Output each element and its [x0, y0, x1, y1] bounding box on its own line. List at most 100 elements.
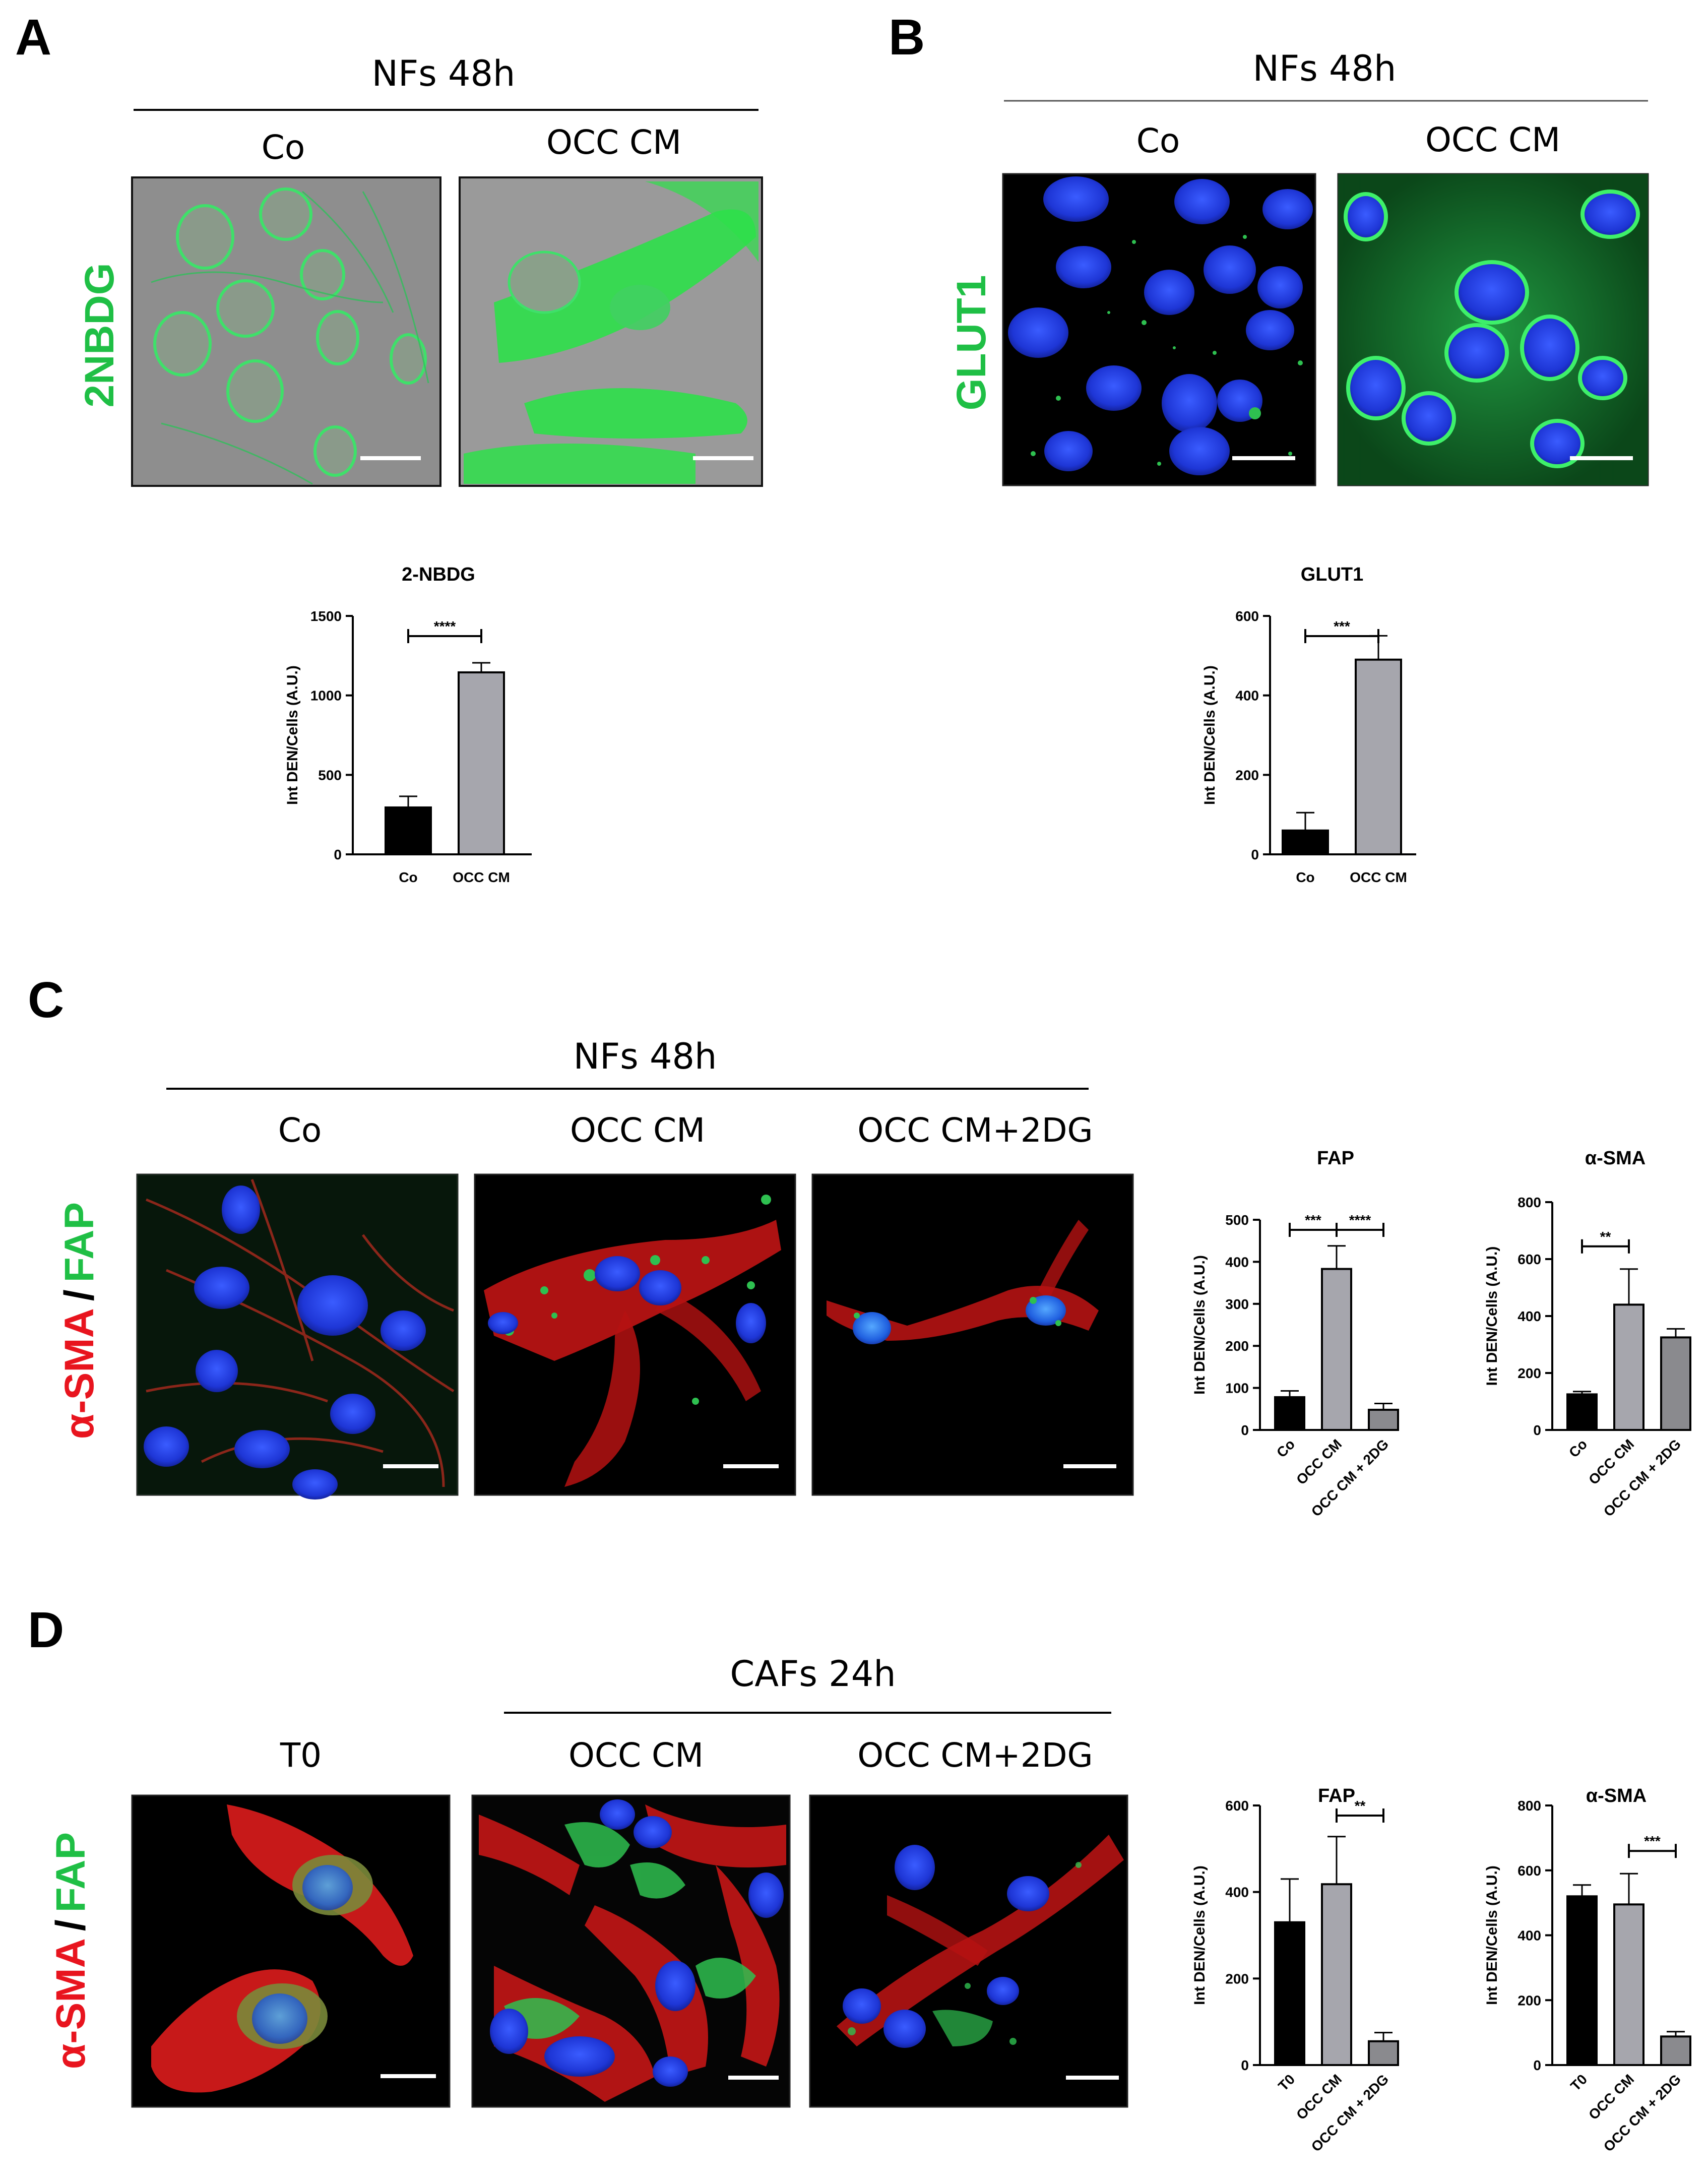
panel-a-cond-1: Co: [262, 128, 305, 167]
panel-d-stain-green: FAP: [48, 1832, 94, 1912]
significance-label: ***: [1644, 1833, 1661, 1849]
y-tick-label: 200: [1235, 767, 1259, 783]
x-tick-label: Co: [1274, 1436, 1298, 1460]
panel-a-stain-label: 2NBDG: [77, 263, 122, 407]
y-tick-label: 800: [1517, 1195, 1541, 1210]
x-tick-label: T0: [1275, 2071, 1298, 2094]
y-tick-label: 500: [318, 767, 342, 783]
chart-c-alpha-sma: α-SMA 0 200 400 600 800 Int DEN/Cells (A.U.) Co…: [1484, 1148, 1691, 1520]
chart-title: FAP: [1318, 1785, 1355, 1806]
chart-title: α-SMA: [1585, 1148, 1646, 1169]
y-tick-label: 600: [1225, 1798, 1249, 1814]
chart-c-fap: FAP 0 100 200 300 400 500 Int DEN/Cells (A.U.) C…: [1191, 1148, 1399, 1520]
bar: [385, 806, 432, 856]
bar: [1613, 1903, 1644, 2066]
panel-c-stain-sep: /: [56, 1289, 102, 1301]
chart-2-nbdg: 2-NBDG 0 500 1000 1500 Int DEN/Cells (A.U.) Co…: [284, 564, 532, 885]
y-tick-label: 300: [1225, 1296, 1249, 1312]
bar: [1660, 2035, 1691, 2067]
y-tick-label: 200: [1225, 1338, 1249, 1354]
y-tick-label: 0: [1241, 1422, 1249, 1438]
y-tick-label: 1000: [310, 688, 342, 704]
y-tick-label: 200: [1225, 1971, 1249, 1986]
micrograph-c-occ-cm: [474, 1173, 796, 1496]
y-tick-label: 0: [1241, 2057, 1249, 2073]
y-axis-label: Int DEN/Cells (A.U.): [1484, 1246, 1500, 1386]
panel-letter-a: A: [15, 9, 51, 66]
x-tick-label: T0: [1567, 2071, 1590, 2094]
panel-b-cond-1: Co: [1136, 121, 1180, 160]
x-tick-label: Co: [1566, 1436, 1590, 1460]
bar: [1660, 1336, 1691, 1431]
bar: [1368, 2040, 1399, 2067]
micrograph-b-co: [1002, 173, 1316, 486]
significance-label: **: [1355, 1798, 1366, 1814]
y-tick-label: 400: [1235, 688, 1259, 704]
panel-letter-d: D: [28, 1602, 64, 1658]
micrograph-d-occ-cm-2dg: [809, 1794, 1128, 2108]
chart-title: GLUT1: [1301, 564, 1364, 585]
micrograph-d-t0: [131, 1794, 451, 2108]
y-axis-label: Int DEN/Cells (A.U.): [1191, 1255, 1208, 1395]
panel-b-cond-2: OCC CM: [1425, 120, 1560, 159]
y-tick-label: 600: [1517, 1252, 1541, 1267]
chart-d-alpha-sma: α-SMA 0 200 400 600 800 Int DEN/Cells (A.U.) T0…: [1484, 1785, 1691, 2155]
panel-c-header: NFs 48h: [574, 1036, 717, 1077]
micrograph-c-co: [136, 1173, 459, 1500]
y-tick-label: 0: [1251, 847, 1259, 862]
y-tick-label: 600: [1517, 1863, 1541, 1879]
panel-d-cond-2: OCC CM: [568, 1736, 704, 1775]
bar: [1274, 1396, 1305, 1431]
y-axis-label: Int DEN/Cells (A.U.): [1191, 1865, 1208, 2005]
panel-d-stain-label: α-SMA / FAP: [48, 1832, 94, 2069]
micrograph-a-co: [131, 176, 441, 487]
bar: [1368, 1408, 1399, 1431]
panel-letter-b: B: [889, 9, 925, 66]
significance-label: ****: [1349, 1212, 1371, 1228]
micrograph-a-occ-cm: [459, 176, 763, 487]
y-tick-label: 1500: [310, 608, 342, 624]
y-tick-label: 200: [1517, 1365, 1541, 1381]
panel-d-header: CAFs 24h: [730, 1653, 896, 1695]
y-axis-label: Int DEN/Cells (A.U.): [1484, 1865, 1500, 2005]
bar: [1566, 1895, 1598, 2066]
bar: [1282, 829, 1329, 855]
y-tick-label: 200: [1517, 1992, 1541, 2008]
panel-c-cond-2: OCC CM: [570, 1111, 705, 1150]
x-tick-label: Co: [1296, 869, 1314, 885]
significance-label: **: [1600, 1229, 1611, 1244]
y-tick-label: 400: [1225, 1254, 1249, 1270]
chart-glut1: GLUT1 0 200 400 600 Int DEN/Cells (A.U.) Co OCC…: [1201, 564, 1416, 885]
bar: [1355, 658, 1402, 855]
y-tick-label: 400: [1225, 1885, 1249, 1900]
y-tick-label: 0: [1533, 1422, 1541, 1438]
panel-d-cond-1: T0: [280, 1736, 322, 1775]
y-axis-label: Int DEN/Cells (A.U.): [284, 665, 301, 805]
significance-label: ****: [434, 618, 456, 634]
chart-title: 2-NBDG: [402, 564, 475, 585]
y-tick-label: 0: [1533, 2057, 1541, 2073]
panel-c-stain-label: α-SMA / FAP: [56, 1202, 102, 1439]
micrograph-c-occ-cm-2dg: [811, 1173, 1134, 1496]
panel-letter-c: C: [28, 972, 64, 1028]
x-tick-label: Co: [399, 869, 417, 885]
panel-c-stain-green: FAP: [56, 1202, 102, 1282]
panel-a-header: NFs 48h: [372, 53, 516, 94]
micrograph-b-occ-cm: [1337, 173, 1649, 486]
chart-title: FAP: [1317, 1148, 1354, 1169]
y-tick-label: 400: [1517, 1928, 1541, 1944]
panel-d-stain-red: α-SMA: [48, 1938, 94, 2069]
panel-d-cond-3: OCC CM+2DG: [857, 1736, 1093, 1775]
panel-c-cond-1: Co: [278, 1111, 322, 1150]
significance-label: ***: [1334, 618, 1350, 634]
y-tick-label: 800: [1517, 1798, 1541, 1814]
bar: [1321, 1883, 1352, 2066]
significance-label: ***: [1305, 1212, 1321, 1228]
y-tick-label: 0: [334, 847, 342, 862]
y-tick-label: 400: [1517, 1308, 1541, 1324]
panel-d-stain-sep: /: [48, 1919, 94, 1931]
bar: [1274, 1921, 1305, 2066]
